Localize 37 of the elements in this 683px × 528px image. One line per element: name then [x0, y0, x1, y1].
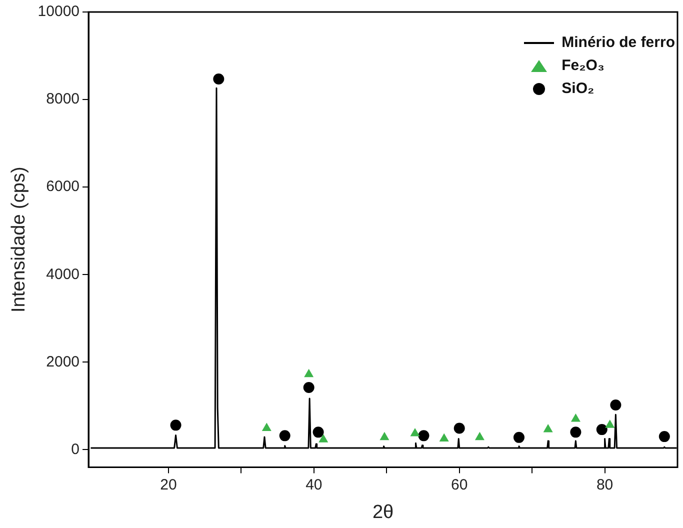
- y-tick-label: 2000: [46, 353, 80, 370]
- point: [439, 433, 449, 442]
- y-tick-label: 0: [71, 440, 80, 458]
- x-tick-label: 80: [596, 476, 614, 494]
- y-tick-label: 10000: [38, 3, 80, 20]
- x-tick-label: 60: [451, 476, 468, 494]
- y-axis-title: Intensidade (cps): [8, 166, 30, 312]
- point: [610, 400, 622, 411]
- point: [303, 382, 314, 394]
- y-tick-label: 6000: [46, 178, 80, 196]
- point: [410, 428, 420, 436]
- point: [605, 420, 615, 428]
- point: [570, 426, 582, 438]
- legend-label: Fe₂O₃: [562, 57, 604, 74]
- legend-label: Minério de ferro: [562, 34, 675, 51]
- x-axis-title: 2θ: [372, 502, 394, 523]
- point: [513, 432, 524, 443]
- point: [262, 422, 272, 431]
- point: [418, 430, 430, 442]
- y-tick-label: 8000: [46, 90, 80, 108]
- point: [279, 430, 290, 442]
- x-tick-label: 40: [306, 476, 322, 494]
- legend-label: SiO₂: [562, 80, 594, 97]
- point: [543, 424, 553, 432]
- point: [474, 432, 484, 440]
- y-tick-label: 4000: [46, 266, 80, 283]
- point: [213, 73, 224, 84]
- point: [318, 434, 328, 442]
- point: [304, 368, 314, 378]
- point: [658, 431, 670, 442]
- point: [570, 414, 580, 422]
- point: [454, 422, 465, 434]
- point: [380, 432, 390, 440]
- point: [312, 426, 324, 438]
- point: [170, 420, 182, 431]
- point: [596, 424, 608, 436]
- x-tick-label: 20: [160, 476, 177, 494]
